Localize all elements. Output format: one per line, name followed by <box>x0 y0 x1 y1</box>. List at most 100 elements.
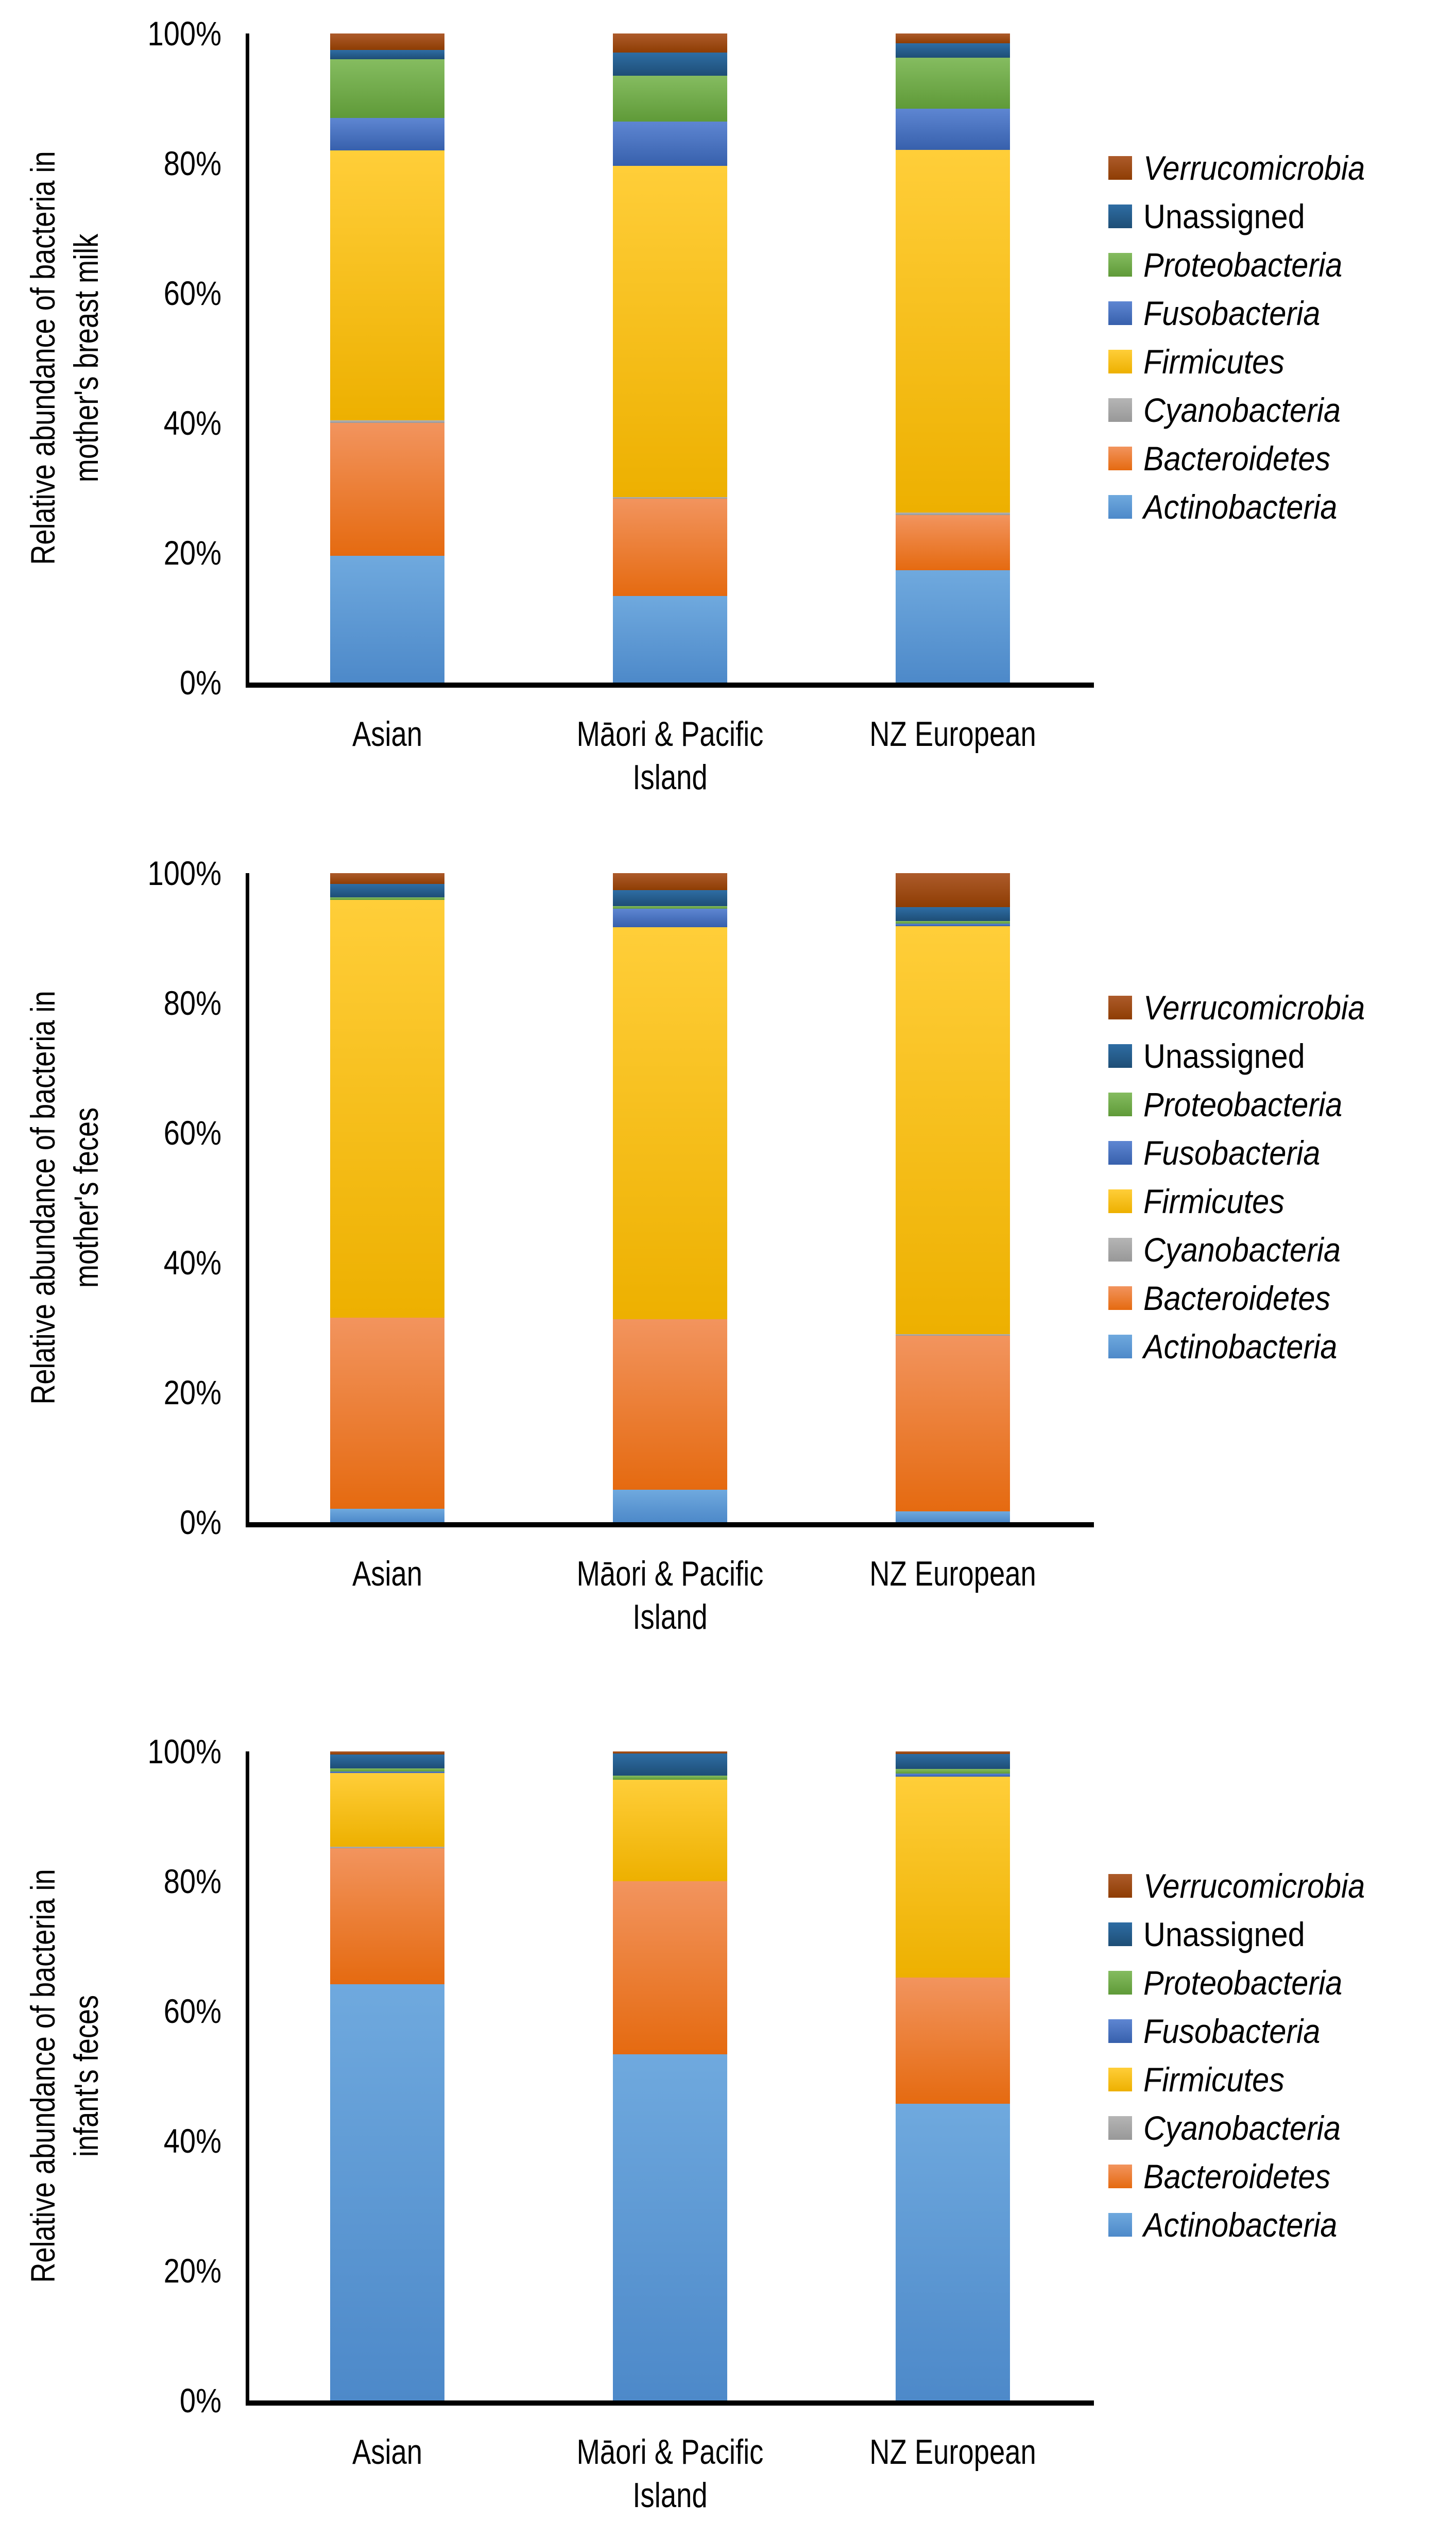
legend-label: Actinobacteria <box>1143 2206 1338 2244</box>
legend-swatch-cyanobacteria <box>1108 1238 1132 1262</box>
y-axis-title-line: Relative abundance of bacteria in <box>24 1869 62 2283</box>
legend-label: Verrucomicrobia <box>1143 149 1365 187</box>
bar-segment-verrucomicrobia <box>896 1751 1010 1755</box>
bar-segment-firmicutes <box>896 1777 1010 1978</box>
bar-segment-proteobacteria <box>330 1768 444 1772</box>
x-axis-line <box>246 1522 1094 1527</box>
x-category-label: Asian <box>222 712 552 756</box>
bar-segment-cyanobacteria <box>330 420 444 423</box>
legend-label: Firmicutes <box>1143 1182 1284 1220</box>
legend-swatch-bacteroidetes <box>1108 1286 1132 1310</box>
bar-segment-unassigned <box>330 1755 444 1768</box>
bar-segment-bacteroidetes <box>613 1881 727 2055</box>
legend-item-proteobacteria: Proteobacteria <box>1108 1958 1390 2007</box>
legend-label: Unassigned <box>1143 197 1305 235</box>
x-category-label-line: NZ European <box>869 1554 1036 1593</box>
y-axis-line <box>246 33 249 687</box>
x-category-label-line: Island <box>632 2476 708 2515</box>
bar-segment-proteobacteria <box>330 59 444 118</box>
bar-segment-unassigned <box>330 49 444 60</box>
bar-segment-cyanobacteria <box>330 1847 444 1848</box>
legend-swatch-verrucomicrobia <box>1108 156 1132 180</box>
legend-label: Firmicutes <box>1143 2060 1284 2099</box>
x-category-label-line: NZ European <box>869 2432 1036 2472</box>
x-category-label: Asian <box>222 1552 552 1595</box>
legend-label: Actinobacteria <box>1143 488 1338 526</box>
bar-segment-cyanobacteria <box>896 512 1010 515</box>
legend-item-fusobacteria: Fusobacteria <box>1108 2007 1390 2055</box>
y-tick-label: 60% <box>163 1114 221 1152</box>
x-category-label: Māori & Pacific Island <box>505 1552 835 1639</box>
legend-item-fusobacteria: Fusobacteria <box>1108 289 1390 337</box>
legend-swatch-unassigned <box>1108 205 1132 228</box>
bar-segment-proteobacteria <box>896 57 1010 109</box>
legend-swatch-firmicutes <box>1108 350 1132 373</box>
y-axis-title-wrap: Relative abundance of bacteria in mother'… <box>5 873 124 1522</box>
bar-segment-verrucomicrobia <box>613 1751 727 1753</box>
y-tick-label: 0% <box>179 2381 221 2420</box>
bar-segment-bacteroidetes <box>896 515 1010 571</box>
x-category-label-line: Asian <box>352 1554 423 1593</box>
bar-segment-unassigned <box>613 52 727 76</box>
y-tick-label: 20% <box>163 534 221 572</box>
bar-segment-fusobacteria <box>896 924 1010 927</box>
y-axis-title-line: Relative abundance of bacteria in <box>24 991 62 1405</box>
legend-swatch-cyanobacteria <box>1108 2116 1132 2140</box>
legend-label: Cyanobacteria <box>1143 1231 1341 1269</box>
legend-swatch-fusobacteria <box>1108 1141 1132 1165</box>
bar-segment-bacteroidetes <box>613 1319 727 1490</box>
stacked-bar-m-ori-pacific-island <box>613 873 727 1522</box>
bar-segment-bacteroidetes <box>896 1977 1010 2104</box>
stacked-bar-nz-european <box>896 33 1010 683</box>
x-category-label: NZ European <box>788 712 1118 756</box>
legend-label: Fusobacteria <box>1143 294 1321 332</box>
y-axis-title-line: Relative abundance of bacteria in <box>24 151 62 565</box>
bar-segment-unassigned <box>896 43 1010 58</box>
bar-segment-actinobacteria <box>613 596 727 683</box>
x-category-label: NZ European <box>788 1552 1118 1595</box>
legend-item-firmicutes: Firmicutes <box>1108 1177 1390 1225</box>
y-axis-title-wrap: Relative abundance of bacteria in mother'… <box>5 33 124 683</box>
legend-swatch-proteobacteria <box>1108 1971 1132 1995</box>
bar-segment-firmicutes <box>613 166 727 497</box>
legend-swatch-bacteroidetes <box>1108 2165 1132 2188</box>
legend-label: Bacteroidetes <box>1143 2157 1331 2195</box>
legend-swatch-cyanobacteria <box>1108 398 1132 422</box>
legend: Verrucomicrobia Unassigned Proteobacteria F… <box>1108 1862 1390 2249</box>
x-category-label: Asian <box>222 2430 552 2474</box>
y-tick-label: 20% <box>163 2252 221 2290</box>
bar-segment-firmicutes <box>330 899 444 1318</box>
y-tick-label: 80% <box>163 1862 221 1900</box>
x-category-label-line: Asian <box>352 2432 423 2472</box>
legend-item-fusobacteria: Fusobacteria <box>1108 1129 1390 1177</box>
legend-item-cyanobacteria: Cyanobacteria <box>1108 1225 1390 1274</box>
legend-swatch-actinobacteria <box>1108 2213 1132 2237</box>
bar-segment-actinobacteria <box>896 2104 1010 2400</box>
bar-segment-proteobacteria <box>613 906 727 909</box>
legend-label: Proteobacteria <box>1143 1085 1343 1123</box>
y-tick-label: 40% <box>163 2122 221 2160</box>
bar-segment-verrucomicrobia <box>613 873 727 890</box>
legend-item-proteobacteria: Proteobacteria <box>1108 241 1390 289</box>
legend-label: Unassigned <box>1143 1915 1305 1953</box>
bar-segment-firmicutes <box>613 1780 727 1882</box>
legend-item-bacteroidetes: Bacteroidetes <box>1108 2152 1390 2201</box>
x-category-label-line: Māori & Pacific <box>576 1554 764 1593</box>
legend-label: Fusobacteria <box>1143 1134 1321 1172</box>
bar-segment-actinobacteria <box>330 1508 444 1522</box>
bar-segment-verrucomicrobia <box>613 33 727 53</box>
legend-label: Cyanobacteria <box>1143 2109 1341 2147</box>
stacked-bar-asian <box>330 33 444 683</box>
bar-segment-firmicutes <box>330 1773 444 1847</box>
bar-segment-actinobacteria <box>330 1984 444 2400</box>
bar-segment-unassigned <box>896 1754 1010 1769</box>
legend-label: Bacteroidetes <box>1143 439 1331 478</box>
legend-item-bacteroidetes: Bacteroidetes <box>1108 1274 1390 1322</box>
legend-swatch-firmicutes <box>1108 1189 1132 1213</box>
y-tick-label: 100% <box>147 14 221 53</box>
legend-swatch-verrucomicrobia <box>1108 996 1132 1019</box>
bar-segment-firmicutes <box>896 926 1010 1334</box>
x-category-label: Māori & Pacific Island <box>505 712 835 799</box>
x-category-label-line: Asian <box>352 714 423 754</box>
